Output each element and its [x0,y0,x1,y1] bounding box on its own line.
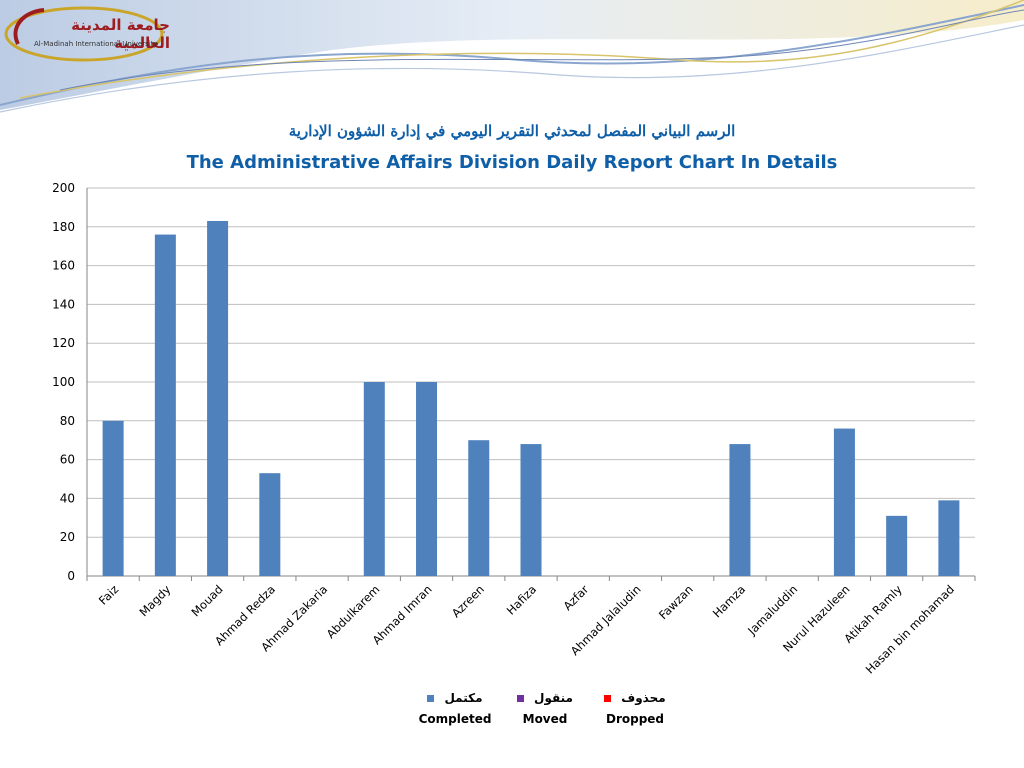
logo-emblem-icon [4,6,164,62]
y-tick-label: 100 [52,375,75,389]
legend-label-english: Dropped [605,712,665,726]
logo-english-name: Al-Madinah International University [34,40,158,48]
x-category-label: Fawzan [656,582,696,622]
x-category-label: Hafiza [504,582,539,617]
university-logo: جامعة المدينة العالمية Al-Madinah Intern… [4,4,170,64]
y-tick-label: 120 [52,336,75,350]
legend-item-dropped: محذوف Dropped [580,690,690,726]
x-category-label: Azreen [449,582,487,620]
y-tick-label: 160 [52,259,75,273]
legend-swatch-icon [604,694,612,702]
y-tick-label: 40 [60,491,75,505]
logo-arabic-name: جامعة المدينة العالمية [71,16,170,52]
legend-label-arabic: منقول [534,691,573,705]
header-swoosh-decoration [0,0,1024,113]
y-tick-label: 180 [52,220,75,234]
legend-item-moved: منقول Moved [490,690,600,726]
bar-faiz [102,420,124,576]
chart-title-arabic: الرسم البياني المفصل لمحدثي التقرير اليو… [288,122,736,140]
legend-swatch-icon [517,694,525,702]
x-category-label: Faiz [96,582,121,607]
bar-hamza [729,444,751,576]
legend-label-arabic: مكتمل [444,691,483,705]
bar-ahmad-imran [416,382,438,576]
y-tick-label: 200 [52,181,75,195]
x-category-label: Hasan bin mohamad [863,582,957,676]
y-tick-label: 140 [52,297,75,311]
x-category-label: Mouad [189,582,226,619]
x-category-label: Hamza [710,582,748,620]
bar-azreen [468,440,490,576]
x-category-label: Magdy [136,582,173,619]
bar-mouad [207,220,229,577]
bar-chart: 0 20 40 60 80 100 120 140 160 180 200 Faiz Magdy Moua… [52,181,976,676]
legend-label-arabic: محذوف [621,691,666,705]
legend-label-english: Moved [522,712,568,726]
bar-ahmad-redza [259,473,281,576]
bar-atikah-ramly [886,515,908,576]
x-category-label: Jamaluddin [744,582,800,638]
legend-label-english: Completed [418,712,492,726]
y-tick-label: 0 [67,569,75,583]
y-tick-label: 20 [60,530,75,544]
legend-swatch-icon [427,694,435,702]
chart-legend: مكتمل Completed منقول Moved محذوف Dropped [0,690,1024,740]
bar-nurul-hazuleen [833,428,855,576]
bar-hafiza [520,444,542,576]
chart-title-english: The Administrative Affairs Division Dail… [186,152,838,173]
x-category-label: Azfar [560,582,591,613]
bar-abdulkarem [363,382,385,576]
bar-magdy [154,234,176,576]
y-tick-label: 60 [60,453,75,467]
bar-hasan-bin-mohamad [938,500,960,576]
y-tick-label: 80 [60,414,75,428]
legend-item-completed: مكتمل Completed [400,690,510,726]
